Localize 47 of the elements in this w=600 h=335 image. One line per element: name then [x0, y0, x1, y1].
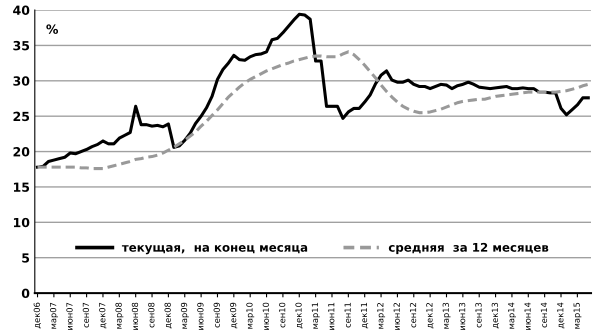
x-tick-label: сен11 — [344, 302, 351, 328]
x-tick-label: июн11 — [328, 302, 334, 330]
x-tick-label: сен07 — [82, 302, 90, 328]
legend-label: текущая, на конец месяца — [122, 245, 308, 254]
x-tick-label: июн07 — [66, 302, 73, 330]
x-tick-label: сен14 — [540, 302, 548, 328]
x-tick-label: мар10 — [246, 302, 254, 329]
x-tick-label: дек13 — [492, 302, 500, 328]
line-series — [36, 50, 590, 170]
x-tick-label: сен10 — [279, 302, 286, 328]
y-tick-label: 25 — [14, 112, 30, 122]
x-tick-label: июн14 — [524, 302, 531, 330]
legend-label: средняя за 12 месяцев — [388, 242, 548, 254]
x-tick-label: сен13 — [475, 302, 482, 328]
y-tick-label: 5 — [22, 253, 30, 263]
x-tick-label: дек11 — [360, 302, 368, 328]
y-tick-label: 30 — [13, 76, 30, 86]
x-tick-label: мар11 — [312, 302, 320, 329]
x-tick-label: мар15 — [574, 302, 582, 329]
x-tick-label: дек10 — [295, 302, 303, 328]
x-tick-label: дек07 — [99, 302, 106, 328]
x-tick-label: мар14 — [508, 302, 516, 329]
y-tick-label: 0 — [22, 288, 30, 298]
x-tick-label: июн12 — [394, 302, 400, 330]
x-tick-label: дек08 — [164, 302, 172, 328]
x-tick-label: сен08 — [148, 302, 154, 328]
x-tick-label: июн10 — [262, 302, 269, 330]
x-tick-label: сен12 — [410, 302, 416, 328]
x-tick-label: мар12 — [377, 302, 386, 329]
y-tick-label: 10 — [14, 218, 30, 228]
x-tick-label: дек14 — [557, 302, 564, 328]
x-tick-label: июн08 — [132, 302, 138, 330]
x-tick-label: июн09 — [197, 302, 204, 330]
x-tick-label: сен09 — [214, 302, 220, 328]
y-tick-label: 35 — [13, 40, 30, 50]
y-axis-title: % — [46, 24, 58, 34]
x-tick-label: мар13 — [442, 302, 451, 329]
y-tick-label: 20 — [14, 147, 30, 157]
x-tick-label: дек12 — [426, 302, 434, 328]
y-tick-label: 15 — [14, 182, 30, 192]
x-tick-label: дек09 — [230, 302, 238, 328]
y-tick-label: 40 — [13, 6, 30, 15]
x-tick-label: мар07 — [50, 302, 58, 329]
x-tick-label: дек06 — [34, 302, 41, 328]
x-tick-label: июн13 — [458, 302, 466, 330]
x-tick-label: мар08 — [115, 302, 124, 329]
x-tick-label: мар09 — [180, 302, 189, 329]
